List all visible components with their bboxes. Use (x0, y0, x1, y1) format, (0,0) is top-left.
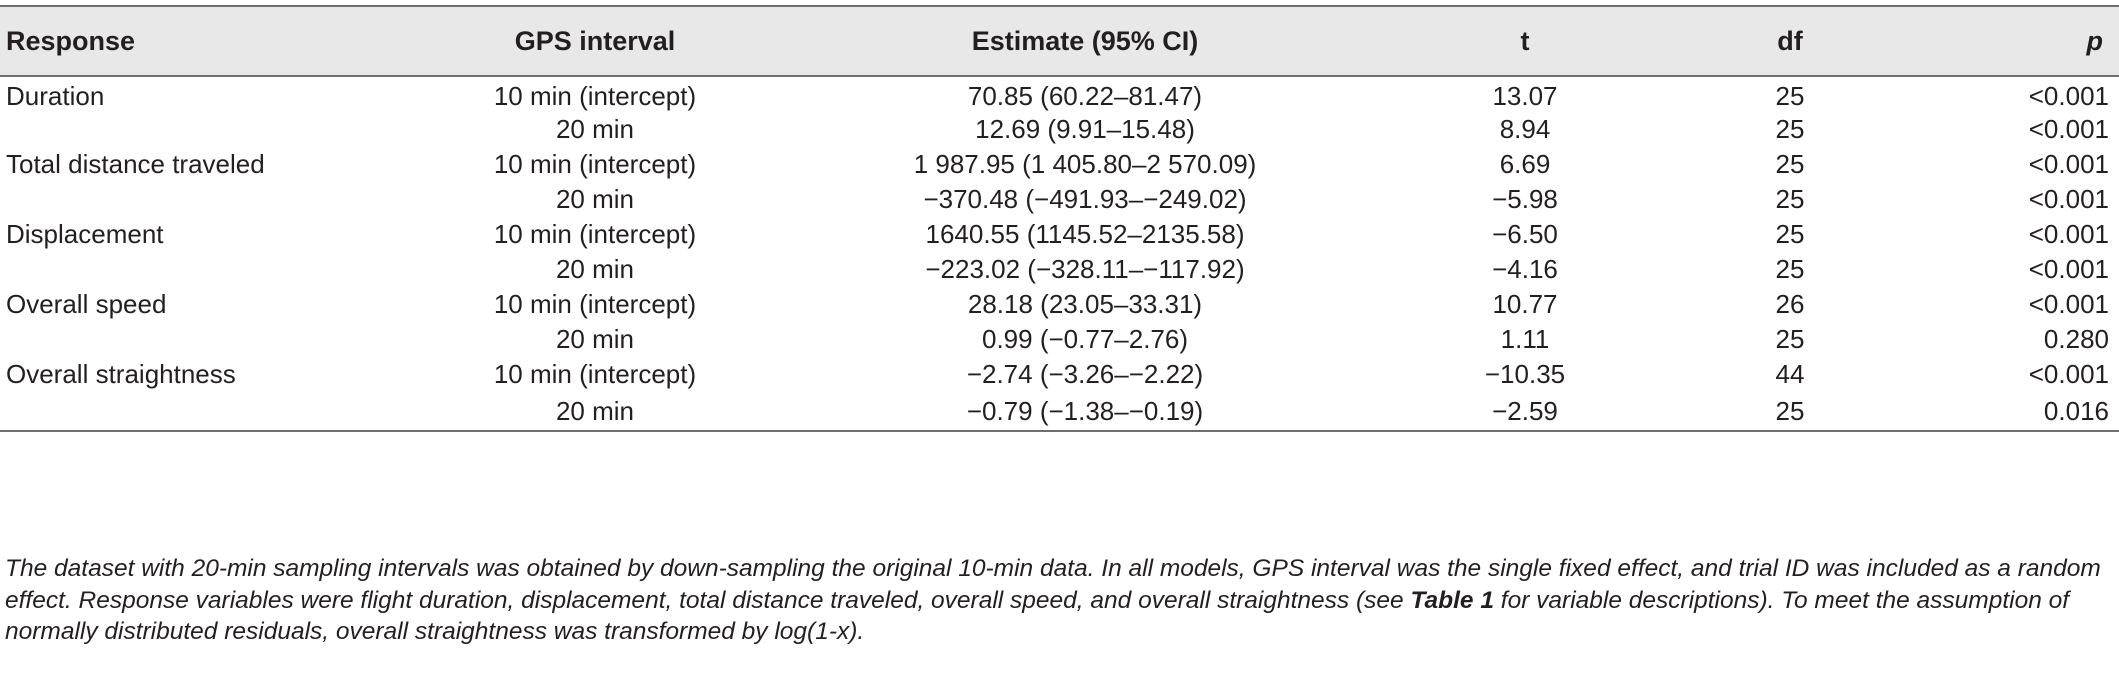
cell-p: <0.001 (2028, 254, 2109, 284)
table-row: Overall straightness 10 min (intercept) −2… (0, 357, 2119, 392)
cell-gps-interval: 20 min (555, 254, 635, 284)
cell-p: 0.016 (1930, 392, 2119, 432)
cell-t: 6.69 (1499, 149, 1551, 179)
cell-estimate: −2.74 (−3.26–−2.22) (966, 359, 1204, 389)
cell-df: 44 (1775, 359, 1805, 389)
table-row: 20 min 12.69 (9.91–15.48) 8.94 25 <0.001 (0, 112, 2119, 147)
cell-gps-interval: 20 min (555, 324, 635, 354)
table-footnote: The dataset with 20-min sampling interva… (5, 553, 2113, 648)
cell-t: −5.98 (1492, 184, 1558, 214)
header-estimate: Estimate (95% CI) (770, 5, 1400, 77)
cell-estimate: −0.79 (−1.38–−0.19) (770, 392, 1400, 432)
cell-gps-interval: 10 min (intercept) (493, 149, 697, 179)
table-row: 20 min −370.48 (−491.93–−249.02) −5.98 25 <0… (0, 182, 2119, 217)
cell-estimate: 28.18 (23.05–33.31) (967, 289, 1203, 319)
cell-df: 25 (1775, 184, 1805, 214)
cell-response: Duration (6, 81, 105, 111)
cell-p: <0.001 (2028, 289, 2109, 319)
table-header: Response GPS interval Estimate (95% CI) … (0, 5, 2119, 77)
table-row: Overall speed 10 min (intercept) 28.18 (23… (0, 287, 2119, 322)
table-row: 20 min −0.79 (−1.38–−0.19) −2.59 25 0.016 (0, 392, 2119, 432)
results-table-container: Response GPS interval Estimate (95% CI) … (0, 5, 2119, 432)
cell-p: <0.001 (2028, 114, 2109, 144)
cell-estimate: 0.99 (−0.77–2.76) (982, 324, 1188, 354)
cell-response (0, 392, 420, 432)
cell-df: 25 (1650, 392, 1930, 432)
cell-gps-interval: 10 min (intercept) (493, 219, 697, 249)
cell-response (0, 182, 420, 217)
cell-p: <0.001 (2028, 81, 2109, 111)
table-body: Duration 10 min (intercept) 70.85 (60.22–8… (0, 76, 2119, 432)
cell-df: 26 (1775, 289, 1805, 319)
table-row: Total distance traveled 10 min (intercept… (0, 147, 2119, 182)
cell-df: 25 (1775, 149, 1805, 179)
cell-t: 10.77 (1492, 289, 1558, 319)
table-row: 20 min 0.99 (−0.77–2.76) 1.11 25 0.280 (0, 322, 2119, 357)
cell-gps-interval: 20 min (420, 392, 770, 432)
cell-response (0, 322, 420, 357)
cell-response: Overall speed (6, 289, 167, 319)
cell-t: −6.50 (1492, 219, 1558, 249)
cell-estimate: −223.02 (−328.11–−117.92) (925, 254, 1245, 284)
cell-p: <0.001 (2028, 219, 2109, 249)
results-table: Response GPS interval Estimate (95% CI) … (0, 5, 2119, 432)
header-row: Response GPS interval Estimate (95% CI) … (0, 5, 2119, 77)
header-df: df (1650, 5, 1930, 77)
cell-estimate: 1640.55 (1145.52–2135.58) (925, 219, 1245, 249)
cell-response (0, 252, 420, 287)
cell-df: 25 (1775, 324, 1805, 354)
cell-response: Total distance traveled (6, 149, 265, 179)
cell-estimate: −370.48 (−491.93–−249.02) (923, 184, 1247, 214)
cell-t: 8.94 (1499, 114, 1551, 144)
cell-response (0, 112, 420, 147)
cell-p: <0.001 (2028, 359, 2109, 389)
cell-t: −10.35 (1484, 359, 1566, 389)
footnote-table-reference: Table 1 (1410, 586, 1494, 614)
cell-t: −4.16 (1492, 254, 1558, 284)
footnote-text-2: for variable descriptions). To meet the … (5, 586, 2070, 646)
cell-response: Displacement (6, 219, 164, 249)
cell-t: 13.07 (1492, 81, 1558, 111)
cell-gps-interval: 20 min (555, 184, 635, 214)
cell-df: 25 (1775, 219, 1805, 249)
cell-df: 25 (1775, 81, 1805, 111)
cell-df: 25 (1775, 114, 1805, 144)
header-response: Response (0, 5, 420, 77)
header-gps-interval: GPS interval (420, 5, 770, 77)
cell-response: Overall straightness (6, 359, 236, 389)
cell-estimate: 70.85 (60.22–81.47) (967, 81, 1203, 111)
cell-estimate: 1 987.95 (1 405.80–2 570.09) (913, 149, 1257, 179)
cell-gps-interval: 10 min (intercept) (493, 81, 697, 111)
cell-gps-interval: 20 min (555, 114, 635, 144)
cell-gps-interval: 10 min (intercept) (493, 289, 697, 319)
cell-t: −2.59 (1400, 392, 1650, 432)
cell-p: 0.280 (2043, 324, 2109, 354)
cell-gps-interval: 10 min (intercept) (493, 359, 697, 389)
footnote-text-1: The dataset with 20-min sampling interva… (5, 555, 2101, 614)
header-p: p (1930, 5, 2119, 77)
cell-df: 25 (1775, 254, 1805, 284)
cell-estimate: 12.69 (9.91–15.48) (975, 114, 1195, 144)
table-row: Duration 10 min (intercept) 70.85 (60.22–8… (0, 76, 2119, 112)
header-t: t (1400, 5, 1650, 77)
cell-p: <0.001 (2028, 149, 2109, 179)
cell-t: 1.11 (1500, 324, 1550, 354)
cell-p: <0.001 (2028, 184, 2109, 214)
table-row: 20 min −223.02 (−328.11–−117.92) −4.16 25 <0… (0, 252, 2119, 287)
table-row: Displacement 10 min (intercept) 1640.55 (1… (0, 217, 2119, 252)
